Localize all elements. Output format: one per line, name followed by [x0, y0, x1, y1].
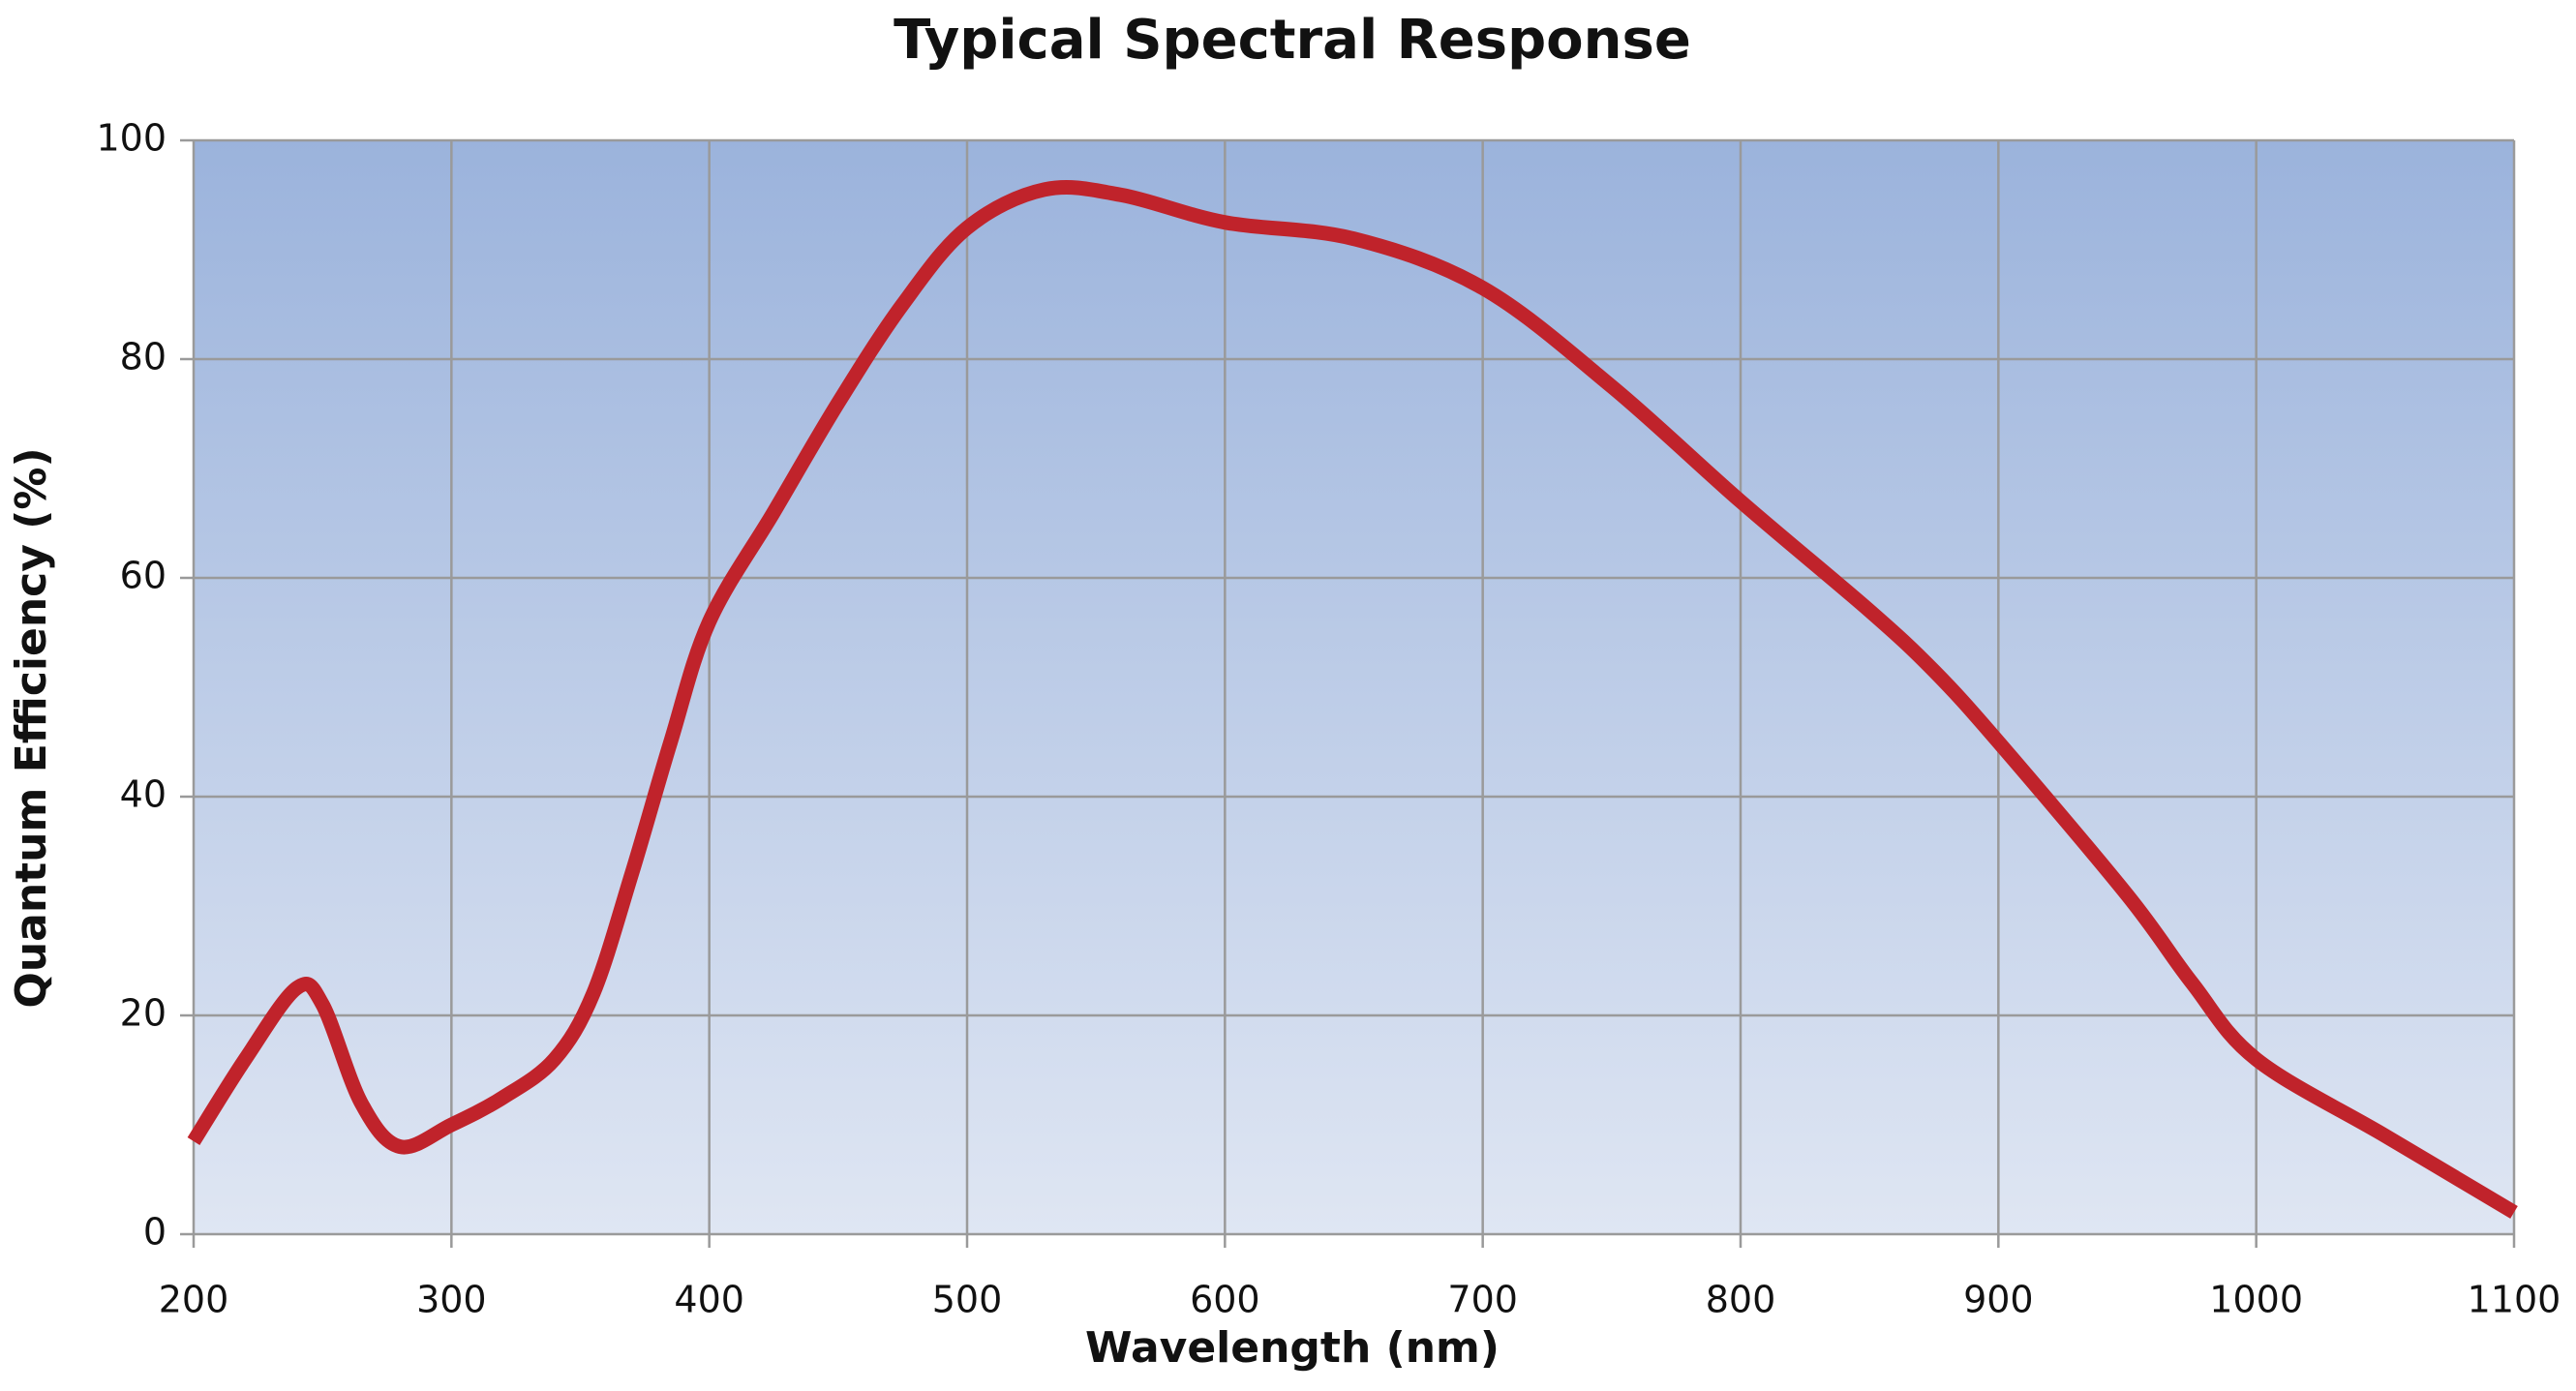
y-axis-label: Quantum Efficiency (%)	[7, 447, 56, 1008]
x-tick-label: 1000	[2209, 1279, 2303, 1321]
x-tick-label: 200	[159, 1279, 229, 1321]
y-tick-label: 40	[120, 773, 167, 816]
x-tick-label: 600	[1190, 1279, 1260, 1321]
x-tick-label: 900	[1963, 1279, 2034, 1321]
x-tick-label: 500	[932, 1279, 1003, 1321]
x-tick-label: 1100	[2468, 1279, 2561, 1321]
plot-area	[194, 140, 2514, 1234]
x-tick-label: 700	[1447, 1279, 1518, 1321]
x-tick-label: 400	[674, 1279, 744, 1321]
data-line	[187, 180, 2518, 1219]
y-tick-label: 100	[96, 117, 167, 160]
x-tick-label: 300	[416, 1279, 487, 1321]
y-tick-label: 20	[120, 992, 167, 1035]
y-tick-label: 0	[143, 1211, 167, 1254]
x-axis-label: Wavelength (nm)	[1085, 1323, 1500, 1373]
y-tick-label: 80	[120, 336, 167, 378]
y-tick-label: 60	[120, 555, 167, 597]
chart-title: Typical Spectral Response	[894, 9, 1691, 72]
x-tick-label: 800	[1706, 1279, 1776, 1321]
